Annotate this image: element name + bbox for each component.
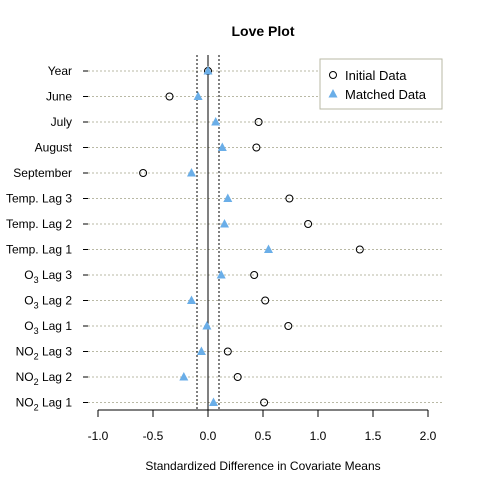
initial-data-point bbox=[233, 373, 242, 381]
grid-lines bbox=[83, 70, 443, 403]
initial-data-point bbox=[254, 118, 263, 126]
reference-lines bbox=[196, 55, 220, 410]
y-tick-label: NO2 Lag 2 bbox=[16, 370, 73, 387]
y-tick-label: Temp. Lag 2 bbox=[6, 217, 72, 231]
matched-data-point bbox=[179, 372, 189, 381]
x-tick-label: -0.5 bbox=[143, 429, 164, 443]
y-tick-label: August bbox=[35, 141, 73, 155]
chart-title: Love Plot bbox=[231, 23, 294, 39]
x-tick-label: 1.5 bbox=[365, 429, 382, 443]
x-tick-label: 0.5 bbox=[255, 429, 272, 443]
initial-data-point bbox=[261, 296, 270, 305]
legend-triangle-icon bbox=[328, 89, 338, 98]
matched-data-point bbox=[211, 117, 221, 126]
legend: Initial Data Matched Data bbox=[319, 58, 443, 110]
y-tick-label: Temp. Lag 3 bbox=[6, 192, 72, 206]
y-tick-label: Year bbox=[48, 64, 72, 78]
legend-label: Initial Data bbox=[345, 68, 407, 83]
matched-data-point bbox=[223, 193, 233, 202]
matched-data-point bbox=[217, 142, 227, 151]
matched-data-point bbox=[209, 397, 218, 406]
legend-box bbox=[319, 58, 443, 110]
data-points bbox=[139, 66, 364, 407]
y-tick-label: July bbox=[51, 115, 72, 129]
matched-data-point bbox=[264, 244, 273, 253]
matched-data-point bbox=[187, 168, 196, 177]
matched-data-point bbox=[203, 66, 213, 75]
matched-data-point bbox=[193, 91, 203, 100]
x-tick-label: 1.0 bbox=[310, 429, 327, 443]
y-tick-label: O3 Lag 3 bbox=[24, 268, 72, 285]
initial-data-point bbox=[285, 194, 294, 203]
initial-data-point bbox=[260, 398, 269, 407]
matched-data-point bbox=[216, 270, 226, 279]
y-tick-label: NO2 Lag 3 bbox=[16, 345, 73, 362]
initial-data-point bbox=[250, 271, 259, 279]
y-axis-labels: Year June July August September Temp. Lag 3 Te… bbox=[6, 64, 73, 413]
y-tick-label: O3 Lag 1 bbox=[24, 319, 72, 336]
y-tick-label: September bbox=[13, 166, 72, 180]
legend-label: Matched Data bbox=[345, 87, 427, 102]
x-axis-label: Standardized Difference in Covariate Mea… bbox=[145, 459, 380, 473]
initial-data-point bbox=[284, 322, 293, 330]
x-axis: -1.0 -0.5 0.0 0.5 1.0 1.5 2.0 bbox=[88, 409, 437, 443]
matched-data-point bbox=[187, 295, 196, 304]
matched-data-point bbox=[220, 219, 229, 228]
y-tick-label: NO2 Lag 1 bbox=[16, 396, 73, 413]
initial-data-point bbox=[252, 143, 261, 152]
x-tick-label: 0.0 bbox=[200, 429, 217, 443]
initial-data-point bbox=[223, 347, 232, 356]
matched-data-point bbox=[196, 346, 206, 355]
initial-data-point bbox=[355, 245, 364, 254]
y-tick-label: O3 Lag 2 bbox=[24, 294, 72, 311]
initial-data-point bbox=[139, 169, 148, 177]
x-tick-label: 2.0 bbox=[420, 429, 437, 443]
x-tick-label: -1.0 bbox=[88, 429, 109, 443]
initial-data-point bbox=[165, 92, 174, 101]
y-tick-label: Temp. Lag 1 bbox=[6, 243, 72, 257]
initial-data-point bbox=[304, 220, 313, 228]
matched-data-point bbox=[202, 321, 212, 330]
y-tick-label: June bbox=[46, 90, 72, 104]
legend-circle-icon bbox=[329, 71, 337, 79]
